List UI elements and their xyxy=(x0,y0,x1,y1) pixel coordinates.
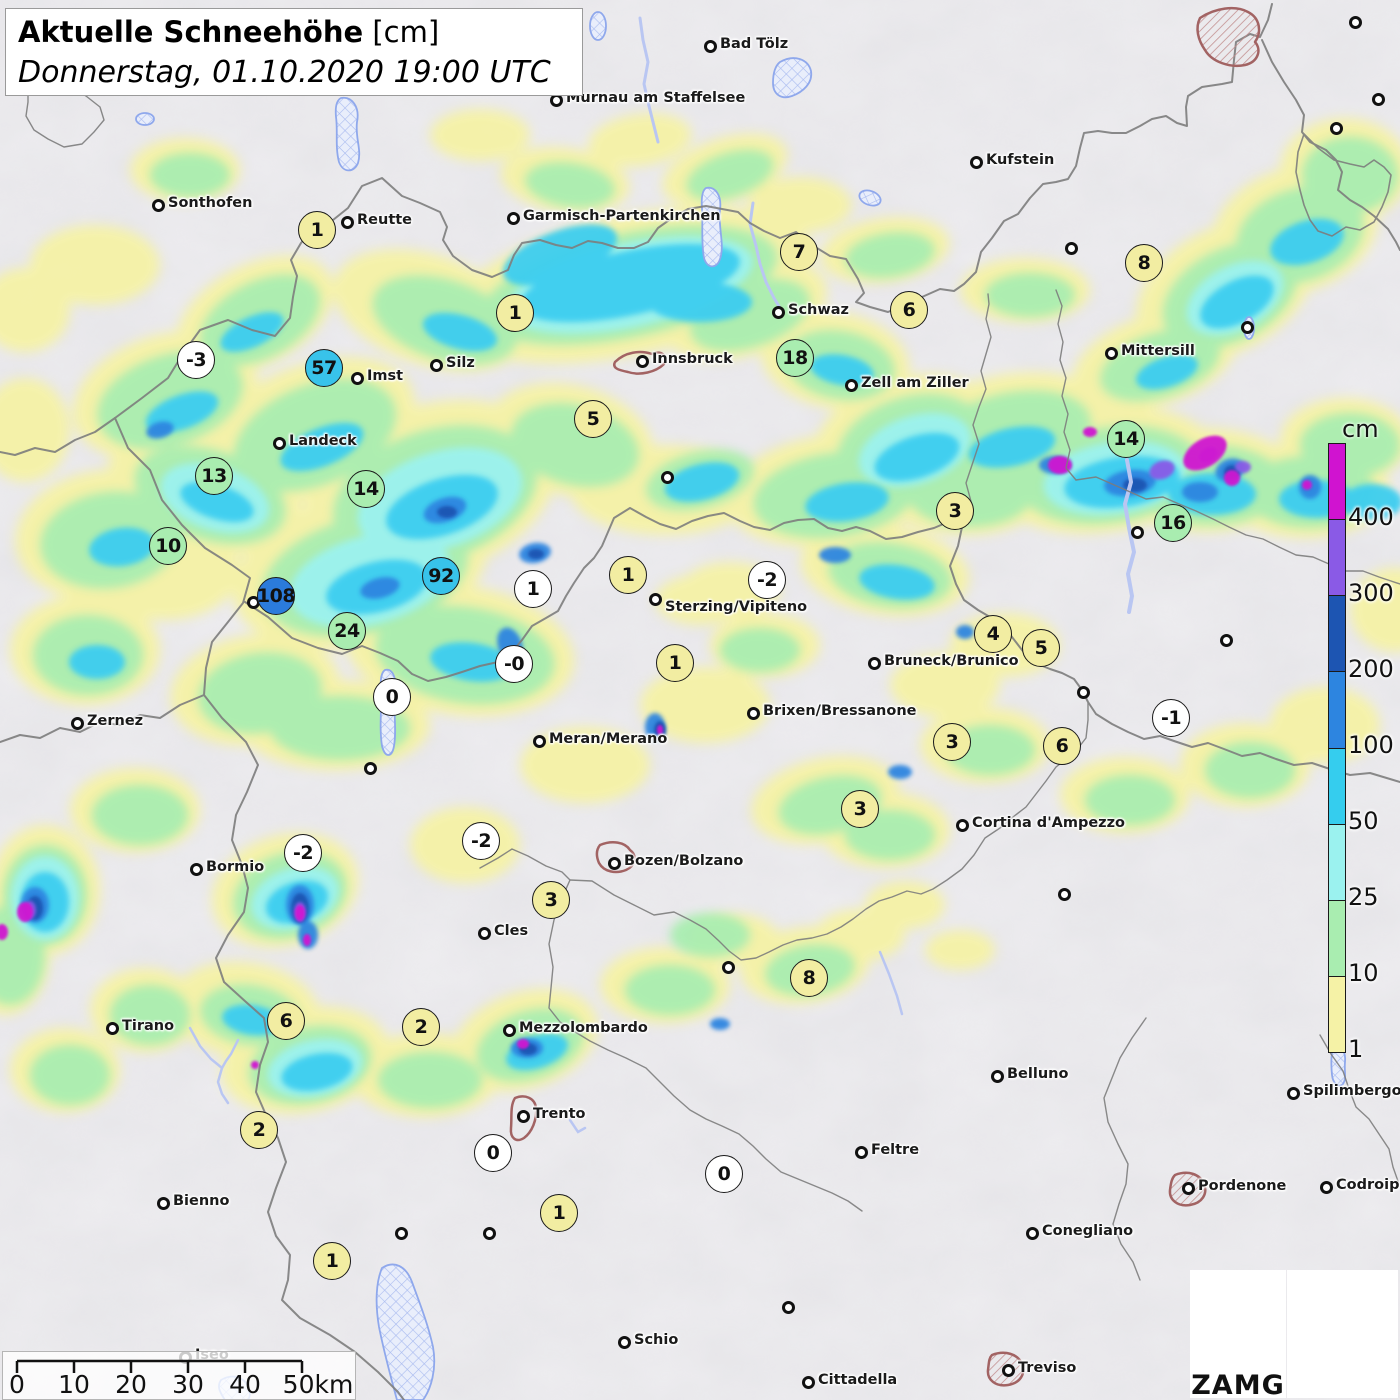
zamg-logo-box: ZAMG xyxy=(1190,1270,1286,1400)
scalebar-label: 10 xyxy=(58,1370,90,1399)
scalebar-label: 20 xyxy=(115,1370,147,1399)
snow-layer-magenta xyxy=(0,427,1312,1069)
city-boundary-outlines xyxy=(509,6,1261,1387)
map-title-unit: [cm] xyxy=(363,15,440,49)
map-title-main: Aktuelle Schneehöhe xyxy=(18,15,364,49)
map-title-datetime: Donnerstag, 01.10.2020 19:00 UTC xyxy=(18,55,551,90)
zamg-wordmark: ZAMG xyxy=(1191,1370,1285,1400)
map-title: Aktuelle Schneehöhe [cm] xyxy=(18,11,582,53)
snow-layer-blue xyxy=(21,421,1321,1058)
rivers xyxy=(188,16,1232,1398)
scalebar-label: 50km xyxy=(282,1370,354,1399)
map-title-box: Aktuelle Schneehöhe [cm] Donnerstag, 01.… xyxy=(5,8,583,96)
scalebar-label: 40 xyxy=(229,1370,261,1399)
map-scalebar: 0 10 20 30 40 50km xyxy=(2,1351,356,1400)
scalebar-label: 30 xyxy=(172,1370,204,1399)
partner-logo-box xyxy=(1287,1270,1398,1398)
scalebar-label: 0 xyxy=(9,1370,25,1399)
